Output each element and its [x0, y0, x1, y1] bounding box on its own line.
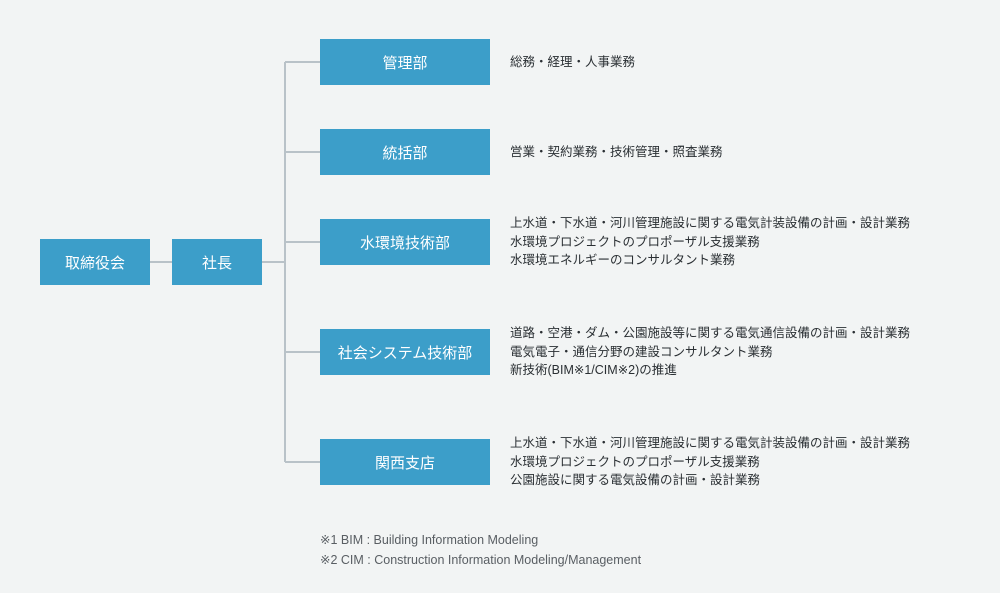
node-dept-4-label: 関西支店 [375, 452, 435, 473]
org-chart: 取締役会 社長 管理部 総務・経理・人事業務統括部 営業・契約業務・技術管理・照査業務水… [0, 0, 1000, 593]
node-root-label: 取締役会 [65, 252, 125, 273]
desc-dept-3-line-0: 道路・空港・ダム・公園施設等に関する電気通信設備の計画・設計業務 [510, 324, 910, 343]
desc-dept-1: 営業・契約業務・技術管理・照査業務 [510, 129, 723, 175]
desc-dept-0-line-0: 総務・経理・人事業務 [510, 53, 635, 72]
connector-lines [0, 0, 1000, 593]
node-dept-3: 社会システム技術部 [320, 329, 490, 375]
footnotes: ※1 BIM : Building Information Modeling※2… [320, 530, 641, 570]
desc-dept-4-line-0: 上水道・下水道・河川管理施設に関する電気計装設備の計画・設計業務 [510, 434, 910, 453]
desc-dept-2-line-1: 水環境プロジェクトのプロポーザル支援業務 [510, 233, 910, 252]
desc-dept-4-line-1: 水環境プロジェクトのプロポーザル支援業務 [510, 453, 910, 472]
footnote-1: ※2 CIM : Construction Information Modeli… [320, 550, 641, 570]
node-dept-2: 水環境技術部 [320, 219, 490, 265]
desc-dept-3: 道路・空港・ダム・公園施設等に関する電気通信設備の計画・設計業務電気電子・通信分… [510, 317, 910, 387]
desc-dept-1-line-0: 営業・契約業務・技術管理・照査業務 [510, 143, 723, 162]
node-dept-4: 関西支店 [320, 439, 490, 485]
desc-dept-0: 総務・経理・人事業務 [510, 39, 635, 85]
node-dept-2-label: 水環境技術部 [360, 232, 450, 253]
node-dept-0-label: 管理部 [382, 52, 427, 73]
node-dept-3-label: 社会システム技術部 [338, 342, 473, 363]
desc-dept-2: 上水道・下水道・河川管理施設に関する電気計装設備の計画・設計業務水環境プロジェク… [510, 207, 910, 277]
node-president: 社長 [172, 239, 262, 285]
node-dept-1: 統括部 [320, 129, 490, 175]
desc-dept-4: 上水道・下水道・河川管理施設に関する電気計装設備の計画・設計業務水環境プロジェク… [510, 427, 910, 497]
desc-dept-2-line-2: 水環境エネルギーのコンサルタント業務 [510, 251, 910, 270]
node-president-label: 社長 [202, 252, 232, 273]
node-dept-1-label: 統括部 [382, 142, 427, 163]
node-root: 取締役会 [40, 239, 150, 285]
footnote-0: ※1 BIM : Building Information Modeling [320, 530, 641, 550]
desc-dept-4-line-2: 公園施設に関する電気設備の計画・設計業務 [510, 471, 910, 490]
desc-dept-3-line-1: 電気電子・通信分野の建設コンサルタント業務 [510, 343, 910, 362]
desc-dept-2-line-0: 上水道・下水道・河川管理施設に関する電気計装設備の計画・設計業務 [510, 214, 910, 233]
node-dept-0: 管理部 [320, 39, 490, 85]
desc-dept-3-line-2: 新技術(BIM※1/CIM※2)の推進 [510, 361, 910, 380]
